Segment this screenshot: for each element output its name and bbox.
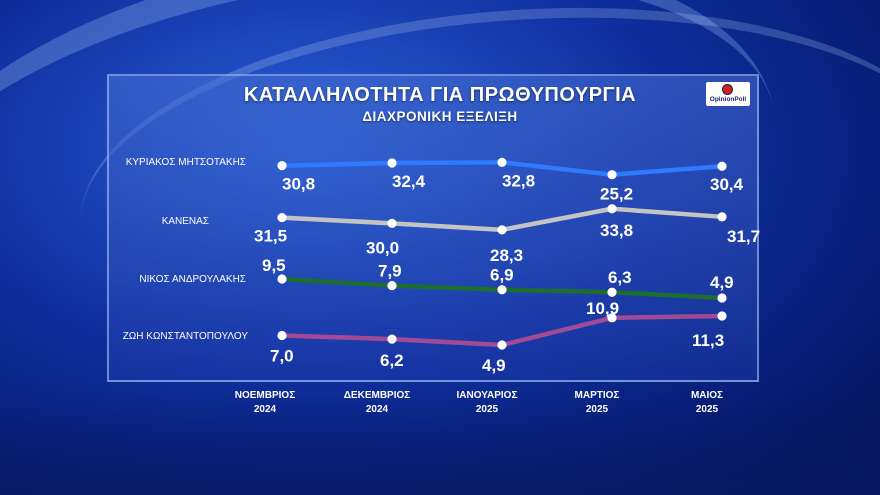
data-label: 28,3 <box>490 246 523 265</box>
data-point <box>277 212 287 223</box>
data-point <box>277 274 287 284</box>
data-point <box>387 218 397 228</box>
data-point <box>497 225 507 235</box>
data-label: 30,0 <box>366 238 399 257</box>
data-label: 31,5 <box>254 227 287 246</box>
x-tick-line: 2025 <box>586 404 609 415</box>
opinionpoll-logo: OpinionPoll <box>706 82 750 106</box>
data-label: 30,8 <box>282 175 315 194</box>
data-point <box>717 311 727 321</box>
data-label: 33,8 <box>600 221 633 240</box>
data-point <box>607 204 617 214</box>
x-tick-label: ΜΑΙΟΣ 2025 <box>691 390 723 415</box>
data-point <box>497 340 507 350</box>
series-label: ΚΑΝΕΝΑΣ <box>162 216 209 227</box>
logo-text: OpinionPoll <box>709 96 747 103</box>
data-label: 11,3 <box>692 331 724 350</box>
data-point <box>387 334 397 344</box>
reflective-floor <box>0 392 880 495</box>
data-point <box>277 330 287 341</box>
series-2: ΚΑΝΕΝΑΣ 31,5 30,0 28,3 33,8 31,7 <box>162 204 760 265</box>
data-point <box>387 158 397 168</box>
x-tick-label: ΝΟΕΜΒΡΙΟΣ 2024 <box>235 390 295 415</box>
series-3: ΝΙΚΟΣ ΑΝΔΡΟΥΛΑΚΗΣ 9,5 7,9 6,9 6,3 4,9 <box>139 256 734 303</box>
data-point <box>277 160 287 171</box>
data-point <box>497 285 507 295</box>
data-label: 6,9 <box>490 266 514 285</box>
data-label: 6,2 <box>380 351 404 370</box>
data-label: 32,8 <box>502 171 535 190</box>
x-tick-line: ΔΕΚΕΜΒΡΙΟΣ <box>344 390 411 401</box>
series-1: ΚΥΡΙΑΚΟΣ ΜΗΤΣΟΤΑΚΗΣ 30,8 32,4 32,8 25,2 30,4 <box>126 157 744 204</box>
data-point <box>497 157 507 167</box>
data-point <box>607 313 617 323</box>
x-tick-line: 2024 <box>254 404 277 415</box>
x-tick-line: 2024 <box>366 404 389 415</box>
data-point <box>387 281 397 291</box>
data-point <box>717 293 727 303</box>
data-label: 7,0 <box>270 346 294 365</box>
logo-dot-icon <box>722 84 733 95</box>
data-point <box>607 287 617 297</box>
series-label: ΖΩΗ ΚΩΝΣΤΑΝΤΟΠΟΥΛΟΥ <box>123 331 249 342</box>
series-label: ΝΙΚΟΣ ΑΝΔΡΟΥΛΑΚΗΣ <box>139 274 246 285</box>
data-point <box>717 212 727 222</box>
data-label: 6,3 <box>608 268 632 287</box>
data-label: 4,9 <box>710 273 734 292</box>
x-tick-line: ΙΑΝΟΥΑΡΙΟΣ <box>457 390 518 401</box>
data-label: 32,4 <box>392 172 426 191</box>
x-tick-label: ΙΑΝΟΥΑΡΙΟΣ 2025 <box>457 390 518 415</box>
data-point <box>607 170 617 180</box>
data-label: 10,9 <box>586 299 619 318</box>
x-tick-label: ΔΕΚΕΜΒΡΙΟΣ 2024 <box>344 390 411 415</box>
data-label: 30,4 <box>710 175 744 194</box>
x-tick-line: 2025 <box>696 404 719 415</box>
data-label: 9,5 <box>262 256 286 275</box>
chart-title: ΚΑΤΑΛΛΗΛΟΤΗΤΑ ΓΙΑ ΠΡΩΘΥΠΟΥΡΓΙΑ <box>243 84 637 106</box>
x-tick-line: ΝΟΕΜΒΡΙΟΣ <box>235 390 295 401</box>
chart-subtitle: ΔΙΑΧΡΟΝΙΚΗ ΕΞΕΛΙΞΗ <box>362 109 518 124</box>
data-point <box>717 161 727 171</box>
x-tick-label: ΜΑΡΤΙΟΣ 2025 <box>575 390 620 415</box>
data-label: 31,7 <box>727 227 760 246</box>
series-4: ΖΩΗ ΚΩΝΣΤΑΝΤΟΠΟΥΛΟΥ 7,0 6,2 4,9 10,9 11,3 <box>123 299 727 375</box>
data-label: 25,2 <box>600 185 633 204</box>
x-tick-line: ΜΑΙΟΣ <box>691 390 723 401</box>
data-label: 7,9 <box>378 262 402 281</box>
series-label: ΚΥΡΙΑΚΟΣ ΜΗΤΣΟΤΑΚΗΣ <box>126 157 246 168</box>
data-label: 4,9 <box>482 356 506 375</box>
x-tick-line: ΜΑΡΤΙΟΣ <box>575 390 620 401</box>
x-tick-line: 2025 <box>476 404 499 415</box>
